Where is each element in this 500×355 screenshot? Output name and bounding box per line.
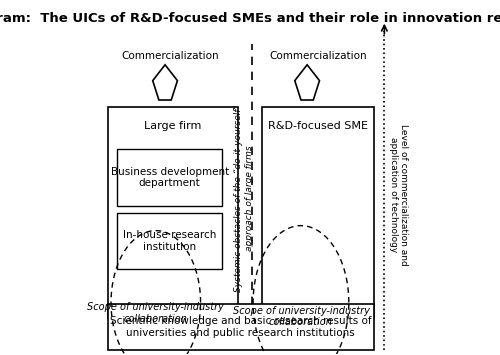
Text: Systemic obstacles of the “do-it-yourself"
approach of large firms: Systemic obstacles of the “do-it-yoursel… [234,105,254,293]
FancyBboxPatch shape [262,107,374,318]
Polygon shape [152,65,178,100]
Polygon shape [295,65,320,100]
Text: Scope of university-industry
collaboration: Scope of university-industry collaborati… [232,306,370,327]
Text: Business development
department: Business development department [110,167,229,188]
Text: R&D-focused SME: R&D-focused SME [268,121,368,131]
Text: Diagram:  The UICs of R&D-focused SMEs and their role in innovation reform: Diagram: The UICs of R&D-focused SMEs an… [0,12,500,25]
FancyBboxPatch shape [117,149,222,206]
Text: Commercialization: Commercialization [121,51,218,61]
FancyBboxPatch shape [108,107,238,318]
Text: Large firm: Large firm [144,121,202,131]
Text: Scope of university-industry
collaboration: Scope of university-industry collaborati… [88,302,224,324]
Text: In-house research
institution: In-house research institution [123,230,216,252]
Text: Level of commercialization and
application of technology: Level of commercialization and applicati… [388,124,408,266]
FancyBboxPatch shape [108,304,374,350]
FancyBboxPatch shape [117,213,222,269]
Text: Commercialization: Commercialization [269,51,367,61]
Text: Scientific knowledge and basic research results of
universities and public resea: Scientific knowledge and basic research … [110,316,372,338]
